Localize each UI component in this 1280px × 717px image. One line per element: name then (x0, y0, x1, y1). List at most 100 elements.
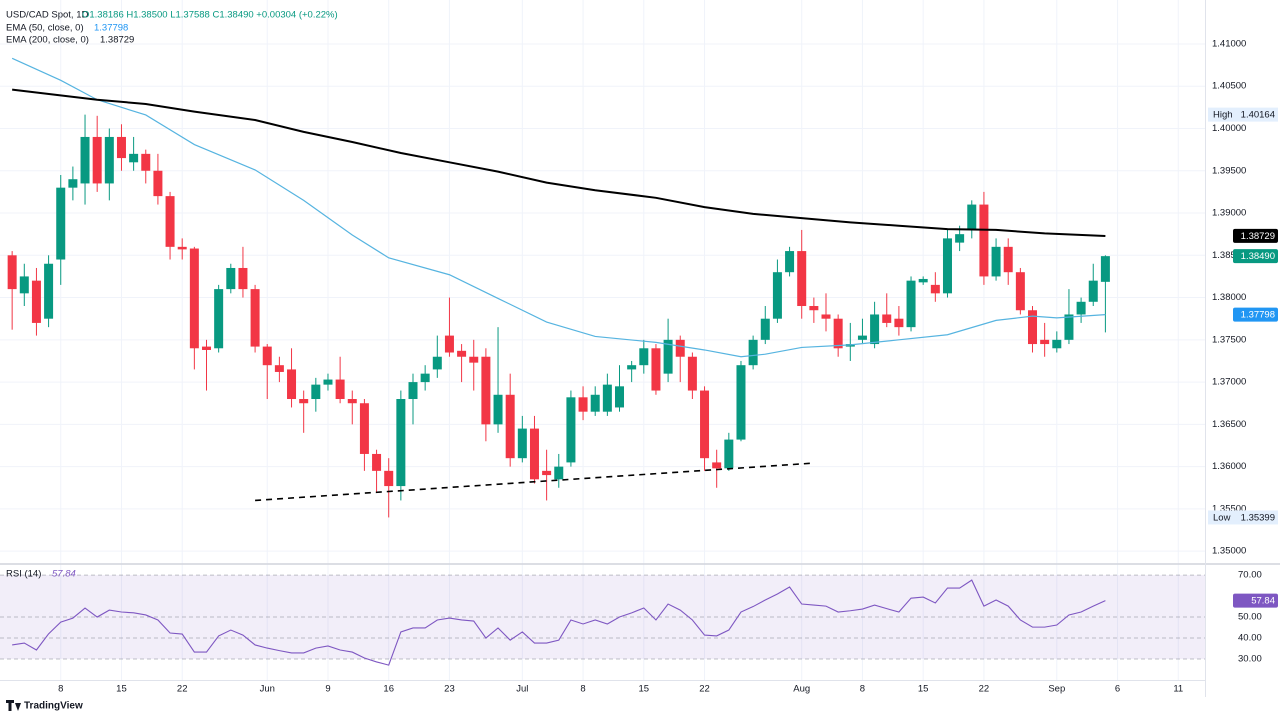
x-tick-label: 22 (699, 684, 710, 695)
ema50-badge: 1.37798 (1241, 310, 1275, 321)
candle-body (736, 365, 746, 440)
candle-body (809, 306, 819, 311)
x-tick-label: 23 (444, 684, 455, 695)
candle-body (1040, 339, 1050, 345)
high-badge-value: 1.40164 (1241, 110, 1275, 121)
x-tick-label: 22 (177, 684, 188, 695)
candle-body (408, 382, 418, 400)
candle-body (129, 153, 139, 163)
candle-body (1028, 310, 1038, 345)
candle-body (359, 403, 369, 454)
tv-logo (6, 700, 21, 711)
y-tick-label: 1.39500 (1212, 165, 1246, 176)
ema50-badge-bg (1233, 307, 1278, 322)
last-price-badge-bg (1233, 249, 1278, 264)
candle-body (56, 187, 66, 260)
candle-body (493, 394, 503, 425)
candle-body (833, 318, 843, 349)
candle-body (420, 373, 430, 383)
candle-body (1015, 272, 1025, 311)
candle-body (930, 284, 940, 294)
candle-body (19, 276, 29, 294)
legend-value: 1.38729 (100, 35, 134, 46)
candle-body (602, 384, 612, 412)
candle-body (311, 384, 321, 400)
x-tick-label: 22 (979, 684, 990, 695)
candle-body (469, 356, 479, 363)
badges-layer: 1.37798 1.38729 1.38490 High 1.40164 Low 1.353… (1208, 107, 1278, 608)
x-tick-label: Aug (793, 684, 810, 695)
candle-body (967, 204, 977, 230)
candle-body (68, 179, 78, 188)
candle-body (202, 346, 212, 350)
y-tick-label: 1.35500 (1212, 503, 1246, 514)
candle-body (177, 246, 187, 250)
rsi-tick-label: 30.00 (1238, 654, 1262, 665)
candle-body (700, 390, 710, 459)
candle-body (505, 394, 515, 459)
rsi-tick-label: 50.00 (1238, 612, 1262, 623)
candle-body (991, 246, 1001, 277)
candle-body (141, 153, 151, 171)
y-tick-label: 1.39000 (1212, 208, 1246, 219)
x-tick-label: 11 (1173, 684, 1183, 695)
candle-body (262, 346, 272, 366)
candle-body (821, 314, 831, 319)
rsi-legend-value: 57.84 (52, 569, 76, 580)
candle-body (31, 280, 41, 323)
candle-body (979, 204, 989, 277)
candle-body (396, 399, 406, 487)
footer-brand: TradingView (24, 701, 83, 712)
candle-body (870, 314, 880, 345)
candle-body (918, 278, 928, 283)
candle-body (214, 289, 224, 349)
y-tick-label: 1.38000 (1212, 292, 1246, 303)
x-tick-label: Jun (260, 684, 275, 695)
legend-value: 1.37798 (94, 23, 128, 34)
candle-body (566, 397, 576, 463)
candle-body (92, 136, 102, 184)
y-tick-label: 1.37000 (1212, 377, 1246, 388)
y-tick-label: 1.37500 (1212, 334, 1246, 345)
rsi-tick-label: 70.00 (1238, 570, 1262, 581)
candle-body (481, 356, 491, 425)
trendline (255, 462, 812, 502)
y-tick-label: 1.38500 (1212, 250, 1246, 261)
candle-body (444, 335, 454, 353)
candle-body (1064, 314, 1074, 340)
candle-body (250, 289, 260, 347)
low-badge-bg (1208, 510, 1278, 525)
candle-body (894, 318, 904, 328)
rsi-tick-label: 40.00 (1238, 633, 1262, 644)
ema-line (12, 88, 1106, 237)
rsi-legend-name: RSI (14) (6, 569, 41, 580)
x-tick-label: 15 (918, 684, 929, 695)
marks-layer (7, 114, 1110, 518)
candle-body (942, 238, 952, 294)
candle-body (226, 267, 236, 290)
candle-body (554, 466, 564, 480)
candle-body (1003, 246, 1013, 273)
candle-body (299, 399, 309, 404)
candle-body (104, 136, 114, 184)
candle-body (760, 318, 770, 340)
candle-body (165, 196, 175, 247)
y-tick-label: 1.36000 (1212, 461, 1246, 472)
candle-body (323, 379, 333, 385)
candle-body (80, 136, 90, 184)
candle-body (651, 348, 661, 391)
x-tick-label: 15 (639, 684, 650, 695)
footer-background (0, 697, 1280, 717)
x-tick-label: 16 (383, 684, 394, 695)
x-tick-label: 6 (1115, 684, 1120, 695)
candle-body (529, 428, 539, 480)
candle-body (347, 399, 357, 404)
candle-body (274, 365, 284, 372)
candle-body (335, 379, 345, 400)
candle-body (116, 136, 126, 159)
x-tick-label: 9 (325, 684, 330, 695)
y-tick-label: 1.41000 (1212, 38, 1246, 49)
rsi-badge-bg (1233, 593, 1278, 608)
